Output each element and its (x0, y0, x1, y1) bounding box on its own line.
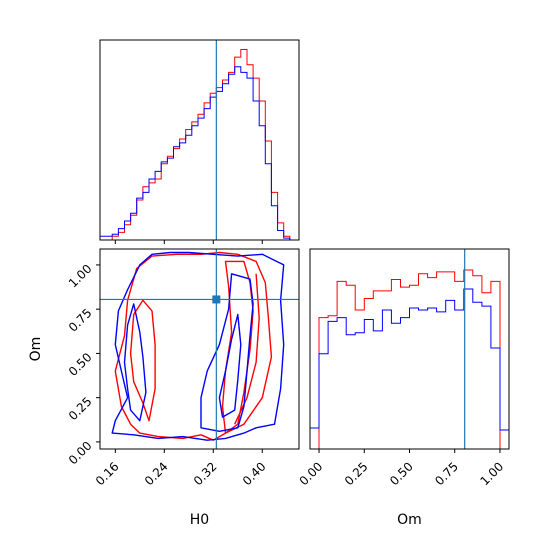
hist_H0-plot-area (100, 40, 296, 240)
hist_Om-plot-area (310, 249, 509, 449)
hist-H0-panel (99, 39, 300, 244)
contour_H0_Om-plot-area (100, 249, 299, 449)
contour-line-3 (234, 273, 260, 425)
contour-line-6 (200, 273, 254, 432)
contour-line-4 (111, 251, 285, 441)
hist_H0-frame (99, 39, 300, 241)
truth-marker (212, 295, 221, 304)
contour_H0_Om-xlabel: H0 (190, 512, 209, 528)
contour-line-1 (129, 299, 156, 422)
hist_Om-xlabel: Om (397, 512, 422, 528)
hist_Om-histogram-series-1 (310, 288, 509, 449)
contour-line-7 (218, 313, 242, 418)
hist_H0-histogram-series-1 (100, 66, 296, 240)
hist_Om-histogram-series-0 (310, 269, 509, 449)
contour_H0_Om-ylabel: Om (28, 337, 44, 362)
contour_H0_Om-frame (99, 248, 300, 450)
contour-line-5 (123, 303, 147, 422)
